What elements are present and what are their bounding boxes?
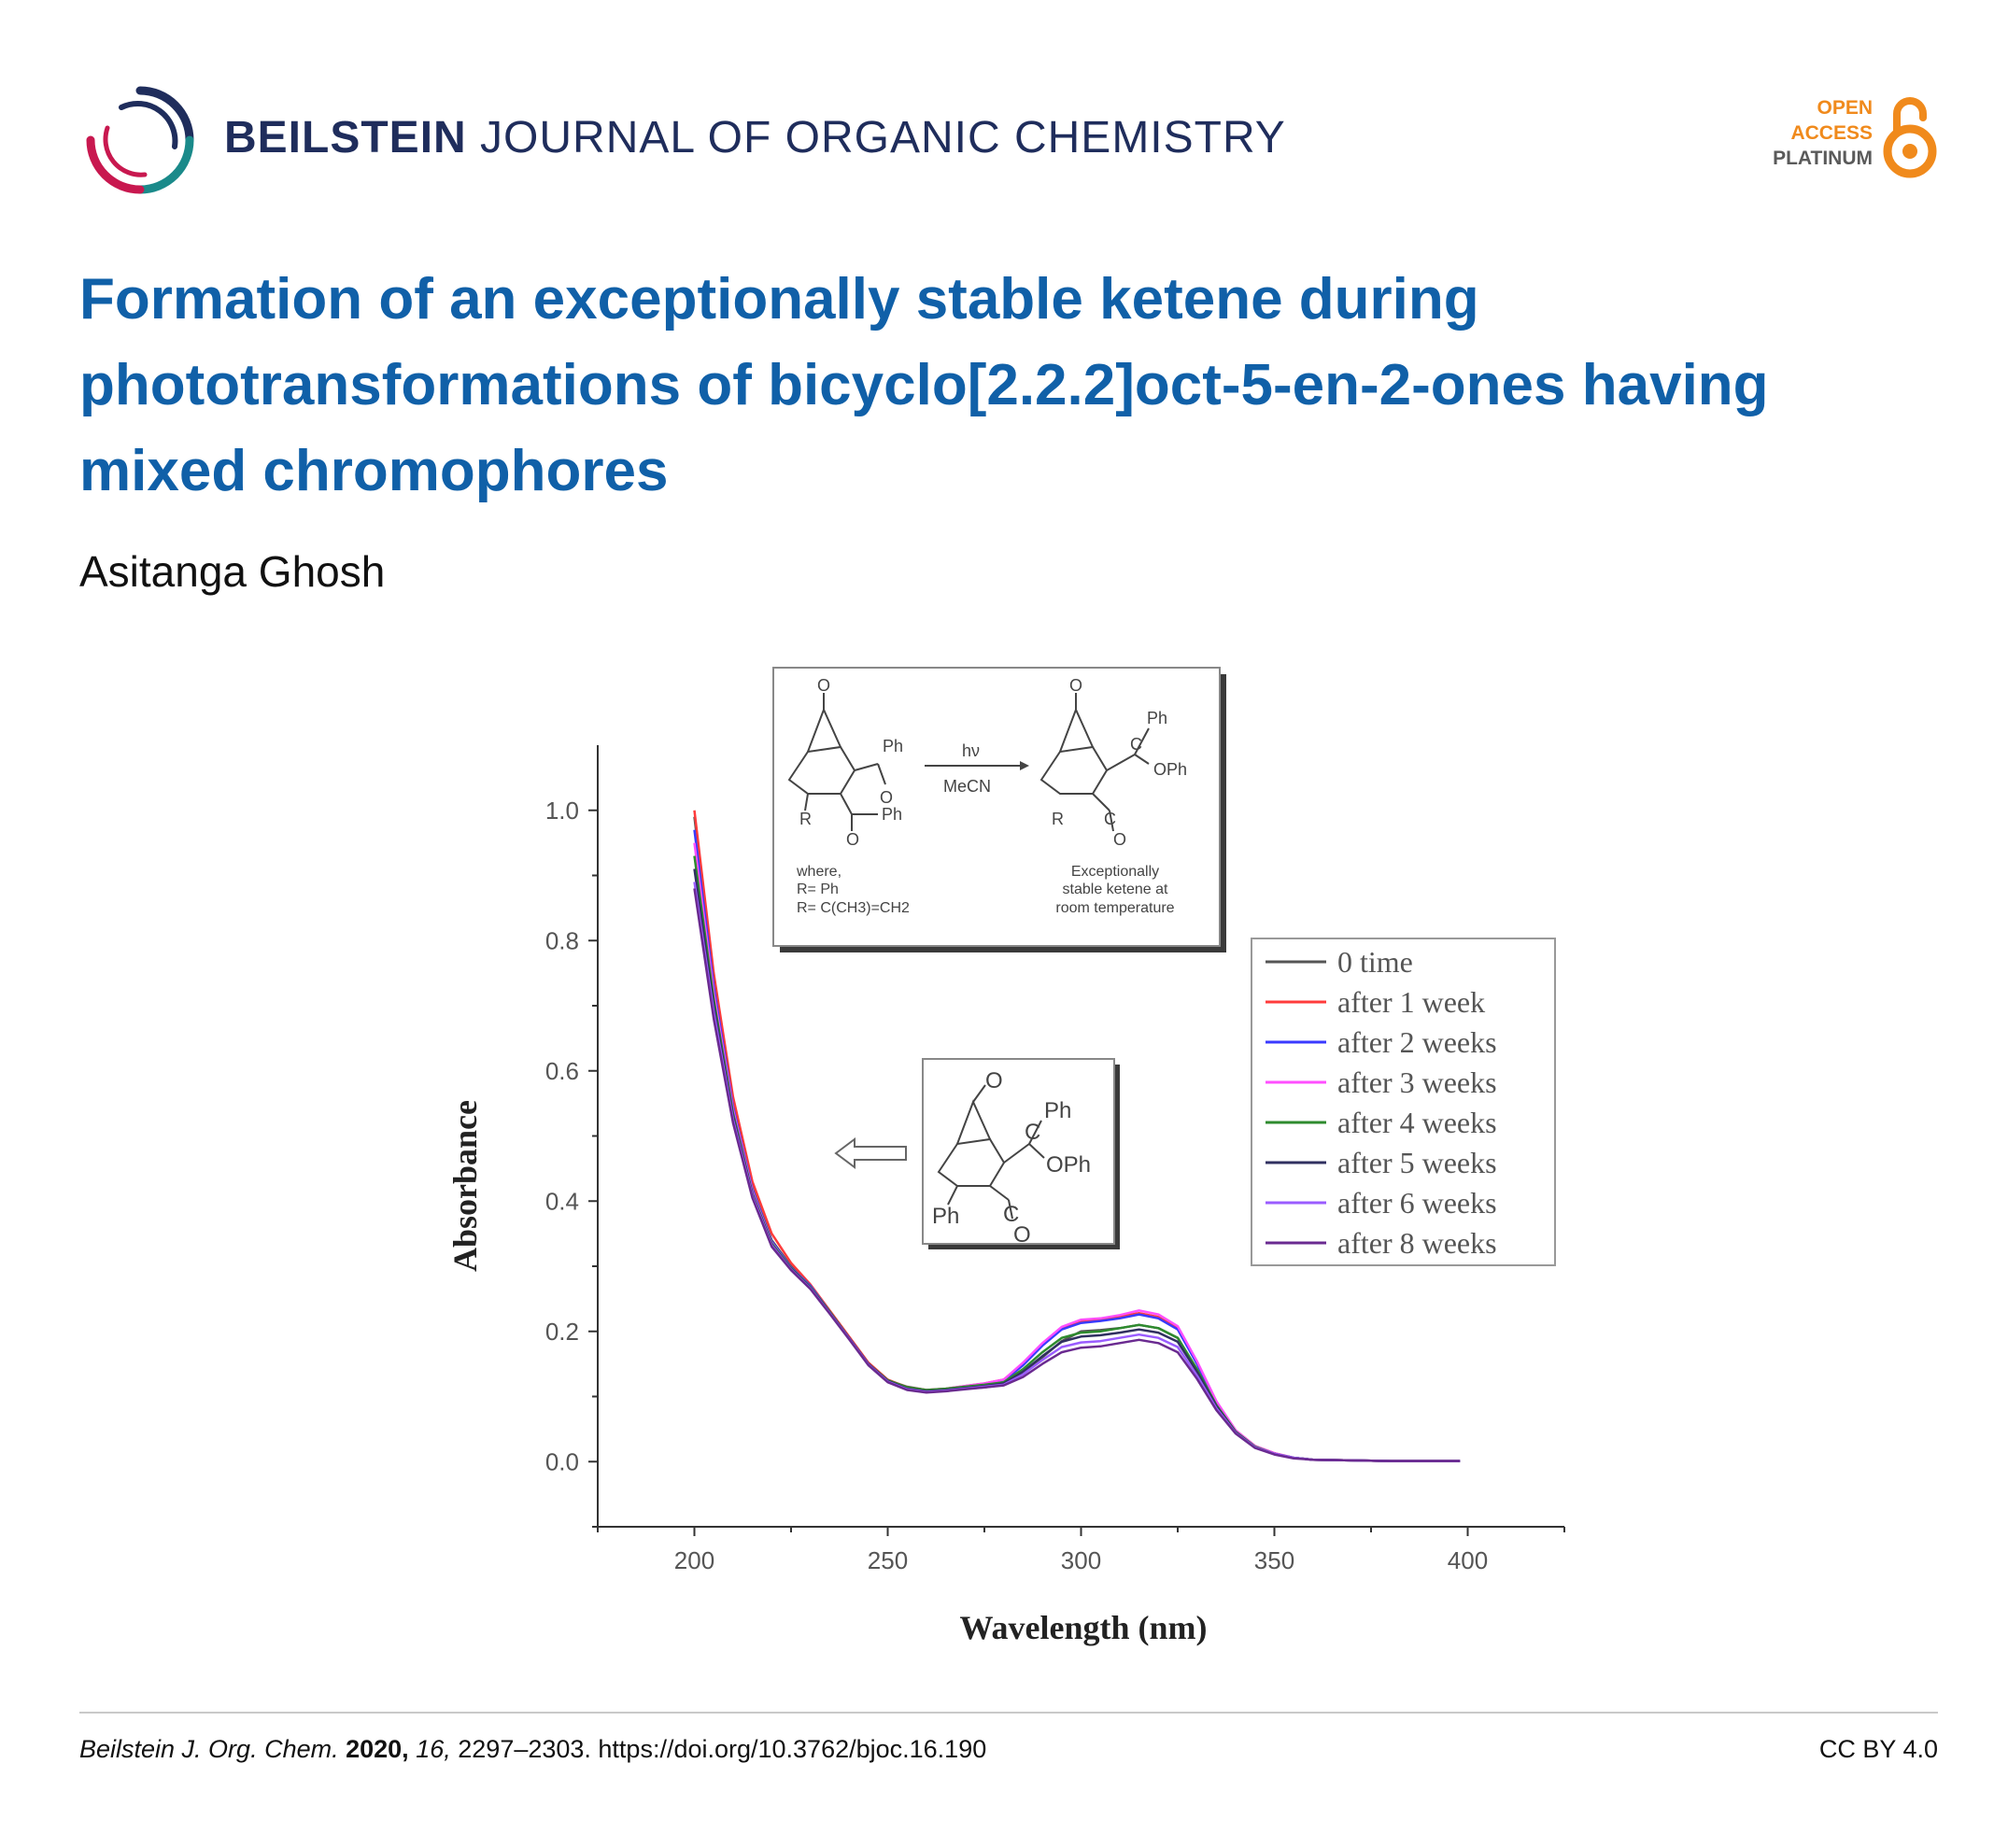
open-lock-icon [1883, 97, 1937, 178]
reagent-mecn: MeCN [943, 777, 991, 796]
product-r: R [1052, 810, 1064, 828]
uv-spectrum-figure: 0.0 0.2 0.4 0.6 0.8 1.0 200 250 300 350 400 Absor… [446, 667, 1565, 1646]
y-tick-label: 0.6 [545, 1057, 579, 1085]
legend-label: 0 time [1337, 945, 1413, 979]
legend-label: after 3 weeks [1337, 1065, 1497, 1099]
x-tick-label: 250 [868, 1546, 908, 1574]
product-o-2: O [1113, 830, 1126, 849]
y-axis-label: Absorbance [446, 1100, 484, 1272]
citation-pages-doi: 2297–2303. https://doi.org/10.3762/bjoc.… [458, 1735, 987, 1763]
y-tick-label: 0.0 [545, 1447, 579, 1475]
legend-box [1251, 938, 1556, 1266]
inset-c-1: C [1025, 1120, 1040, 1145]
article-author: Asitanga Ghosh [79, 547, 386, 596]
product-note-2: stable ketene at [1063, 882, 1169, 897]
inset-ph: Ph [1044, 1098, 1071, 1123]
y-tick-label: 0.2 [545, 1318, 579, 1346]
open-label: OPEN [1817, 97, 1873, 119]
product-note-3: room temperature [1055, 900, 1174, 916]
scheme-o-2: O [880, 788, 893, 807]
legend-label: after 6 weeks [1337, 1186, 1497, 1220]
x-axis-label: Wavelength (nm) [960, 1609, 1208, 1646]
y-tick-label: 1.0 [545, 797, 579, 825]
inset-o-top: O [985, 1068, 1003, 1093]
product-structure [1039, 693, 1150, 832]
scheme-o-top: O [817, 676, 830, 695]
ketene-structure [937, 1084, 1045, 1220]
product-oph: OPh [1153, 760, 1187, 779]
citation-volume: 16, [416, 1735, 451, 1763]
ketene-inset: O Ph C OPh Ph C O [834, 1058, 1120, 1249]
legend-label: after 1 week [1337, 985, 1485, 1019]
scheme-r-1: R [799, 810, 812, 828]
x-tick-label: 300 [1061, 1546, 1101, 1574]
journal-header: BEILSTEIN JOURNAL OF ORGANIC CHEMISTRY O… [79, 79, 1938, 201]
platinum-label: PLATINUM [1773, 148, 1873, 169]
reaction-scheme: O Ph O Ph O R hν MeCN O Ph C OPh R C O w… [772, 667, 1226, 952]
inset-ph-2: Ph [932, 1204, 959, 1229]
legend-label: after 4 weeks [1337, 1106, 1497, 1139]
product-o-top: O [1069, 676, 1082, 695]
beilstein-logo-icon [86, 86, 194, 194]
series-lines [693, 810, 1461, 1462]
scheme-o-3: O [846, 830, 859, 849]
reagent-hv: hν [962, 741, 980, 760]
citation: Beilstein J. Org. Chem. 2020, 16, 2297–2… [79, 1735, 986, 1764]
r-definition-1: R= Ph [797, 882, 839, 897]
access-label: ACCESS [1790, 122, 1873, 144]
legend-label: after 8 weeks [1337, 1226, 1497, 1260]
product-ph: Ph [1147, 709, 1167, 727]
journal-name: BEILSTEIN JOURNAL OF ORGANIC CHEMISTRY [224, 112, 1286, 163]
product-c-1: C [1130, 735, 1142, 754]
y-tick-label: 0.8 [545, 926, 579, 954]
inset-pointer-arrow-icon [834, 1137, 907, 1169]
legend-label: after 5 weeks [1337, 1146, 1497, 1179]
scheme-ph-2: Ph [882, 805, 902, 824]
scheme-ph-1: Ph [883, 737, 903, 755]
open-access-badge: OPEN ACCESS PLATINUM [1751, 84, 1938, 187]
x-ticks: 200 250 300 350 400 [597, 1527, 1565, 1574]
x-tick-label: 400 [1448, 1546, 1488, 1574]
inset-oph: OPh [1046, 1152, 1091, 1178]
citation-year: 2020, [346, 1735, 409, 1763]
reactant-structure [787, 693, 886, 831]
inset-o-2: O [1013, 1222, 1031, 1248]
x-tick-label: 350 [1254, 1546, 1294, 1574]
x-tick-label: 200 [674, 1546, 714, 1574]
footer-divider [79, 1712, 1938, 1714]
y-tick-label: 0.4 [545, 1187, 579, 1215]
citation-journal: Beilstein J. Org. Chem. [79, 1735, 339, 1763]
article-title: Formation of an exceptionally stable ket… [79, 267, 1769, 503]
legend-label: after 2 weeks [1337, 1025, 1497, 1059]
product-c-2: C [1104, 810, 1116, 828]
journal-name-bold: BEILSTEIN [224, 113, 467, 162]
r-definition-2: R= C(CH3)=CH2 [797, 900, 910, 916]
series-line-after-8-weeks [693, 888, 1461, 1462]
license: CC BY 4.0 [1818, 1735, 1938, 1763]
y-ticks: 0.0 0.2 0.4 0.6 0.8 1.0 [545, 797, 598, 1528]
inset-c-2: C [1003, 1202, 1019, 1227]
product-note-1: Exceptionally [1071, 864, 1159, 880]
reaction-arrow-head [1020, 761, 1029, 770]
journal-name-light: JOURNAL OF ORGANIC CHEMISTRY [480, 113, 1286, 162]
where-label: where, [796, 864, 841, 880]
legend: 0 time after 1 week after 2 weeks after 3 w… [1251, 938, 1556, 1266]
